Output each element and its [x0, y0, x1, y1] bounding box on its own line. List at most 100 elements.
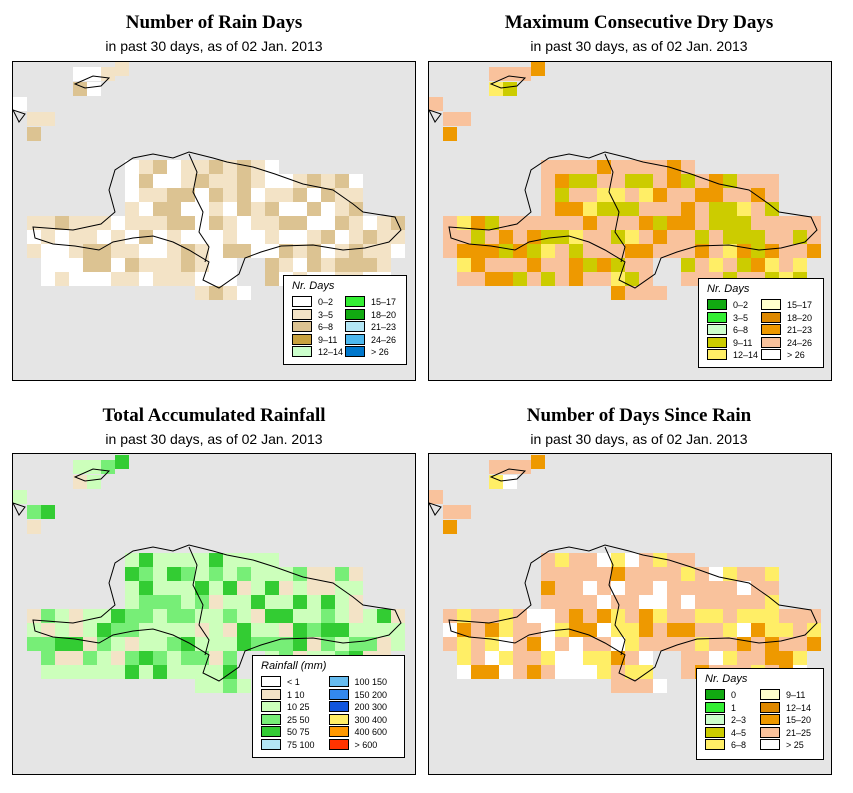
grid-cell: [457, 244, 471, 258]
grid-cell: [681, 160, 695, 174]
panel-rain-days: Number of Rain Days in past 30 days, as …: [0, 0, 428, 390]
grid-cell: [237, 553, 251, 567]
legend-label: 400 600: [354, 727, 388, 737]
grid-cell: [723, 567, 737, 581]
legend-swatch: [705, 701, 725, 713]
grid-cell: [653, 679, 667, 693]
grid-cell: [195, 286, 209, 300]
grid-cell: [471, 258, 485, 272]
grid-cell: [209, 216, 223, 230]
legend-label: 0–2: [733, 300, 749, 310]
legend-label: 75 100: [287, 739, 315, 750]
legend-swatch: [707, 299, 727, 310]
grid-cell: [41, 665, 55, 679]
grid-cell: [667, 595, 681, 609]
grid-cell: [443, 127, 457, 141]
grid-cell: [457, 112, 471, 126]
grid-cell: [681, 609, 695, 623]
legend-swatch: [261, 738, 281, 750]
grid-cell: [125, 230, 139, 244]
grid-cell: [391, 244, 405, 258]
legend-swatch: [707, 336, 727, 348]
grid-cell: [625, 188, 639, 202]
grid-cell: [97, 230, 111, 244]
grid-cell: [265, 216, 279, 230]
grid-cell: [307, 623, 321, 637]
grid-cell: [695, 258, 709, 272]
panel-subtitle: in past 30 days, as of 02 Jan. 2013: [530, 431, 748, 447]
legend-label: 0–2: [318, 297, 334, 307]
grid-cell: [611, 286, 625, 300]
grid-cell: [779, 609, 793, 623]
grid-cell: [97, 258, 111, 272]
grid-cell: [611, 174, 625, 188]
grid-cell: [279, 581, 293, 595]
grid-cell: [195, 244, 209, 258]
grid-cell: [73, 67, 87, 81]
grid-cell: [55, 637, 69, 651]
grid-cell: [807, 637, 821, 651]
grid-cell: [513, 651, 527, 665]
grid-cell: [457, 623, 471, 637]
grid-cell: [167, 188, 181, 202]
grid-cell: [569, 244, 583, 258]
legend-swatch: [292, 308, 312, 320]
grid-cell: [793, 651, 807, 665]
grid-cell: [349, 230, 363, 244]
grid-cell: [139, 160, 153, 174]
grid-cell: [223, 230, 237, 244]
legend-title: Nr. Days: [705, 673, 748, 685]
grid-cell: [321, 230, 335, 244]
legend-swatch: [292, 321, 312, 332]
grid-cell: [279, 174, 293, 188]
grid-cell: [723, 202, 737, 216]
grid-cell: [737, 651, 751, 665]
grid-cell: [125, 623, 139, 637]
grid-cell: [321, 202, 335, 216]
grid-cell: [335, 609, 349, 623]
grid-cell: [625, 553, 639, 567]
grid-cell: [723, 595, 737, 609]
grid-cell: [429, 490, 443, 504]
grid-cell: [807, 230, 821, 244]
grid-cell: [779, 623, 793, 637]
grid-cell: [69, 623, 83, 637]
grid-cell: [541, 609, 555, 623]
grid-cell: [83, 216, 97, 230]
grid-cell: [653, 174, 667, 188]
legend-title: Nr. Days: [707, 283, 750, 295]
legend-label: 4–5: [731, 727, 747, 738]
grid-cell: [597, 258, 611, 272]
grid-cell: [307, 595, 321, 609]
grid-cell: [167, 581, 181, 595]
grid-cell: [41, 258, 55, 272]
grid-cell: [443, 112, 457, 126]
grid-cell: [111, 609, 125, 623]
grid-cell: [569, 623, 583, 637]
grid-cell: [391, 637, 405, 651]
grid-cell: [611, 258, 625, 272]
grid-cell: [625, 230, 639, 244]
grid-cell: [639, 623, 653, 637]
grid-cell: [667, 230, 681, 244]
grid-cell: [443, 216, 457, 230]
grid-cell: [293, 244, 307, 258]
grid-cell: [681, 623, 695, 637]
national-border: [188, 153, 210, 263]
grid-cell: [555, 665, 569, 679]
grid-cell: [139, 665, 153, 679]
grid-cell: [709, 244, 723, 258]
grid-cell: [195, 272, 209, 286]
grid-cell: [597, 272, 611, 286]
grid-cell: [569, 581, 583, 595]
legend-label: 200 300: [354, 702, 388, 712]
grid-cell: [153, 174, 167, 188]
legend-label: > 600: [354, 739, 378, 750]
grid-cell: [13, 490, 27, 504]
legend-swatch: [761, 311, 781, 323]
grid-cell: [625, 160, 639, 174]
grid-cell: [223, 609, 237, 623]
grid-cell: [293, 581, 307, 595]
grid-cell: [695, 244, 709, 258]
legend-swatch: [261, 676, 281, 687]
